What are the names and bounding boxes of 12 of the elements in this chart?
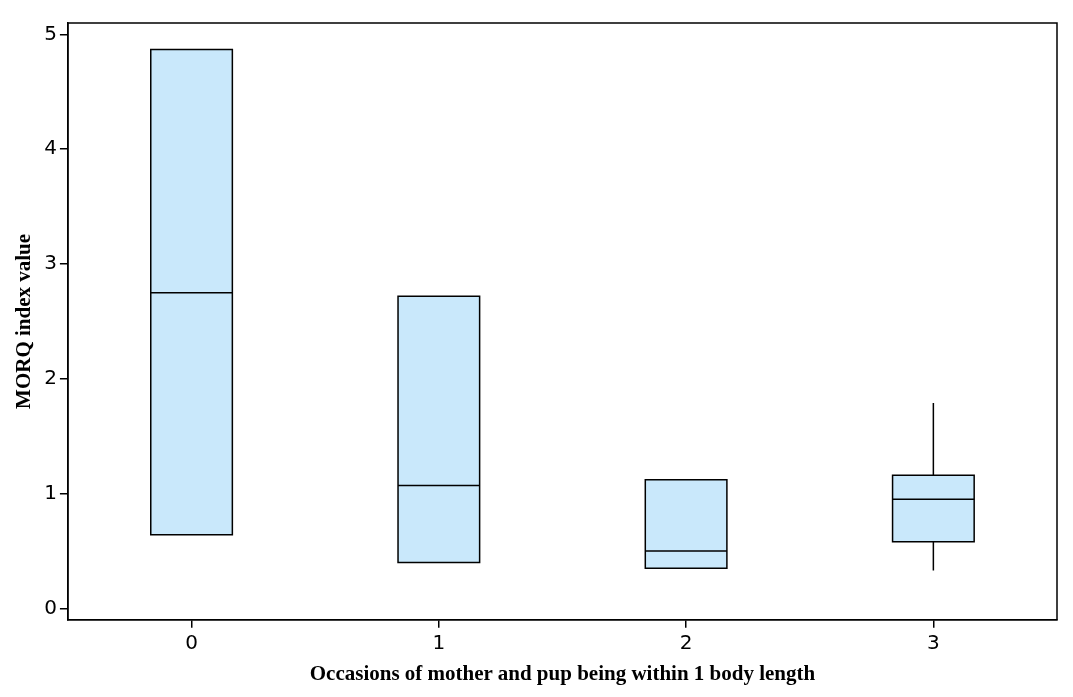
y-tick-label: 0 [44, 594, 57, 619]
x-tick-label: 0 [185, 630, 198, 654]
x-tick-label: 2 [679, 630, 693, 654]
y-tick-label: 4 [44, 135, 57, 160]
y-tick-label: 3 [44, 250, 57, 275]
x-tick-label: 1 [432, 630, 446, 654]
y-axis-title: MORQ index value [11, 233, 36, 409]
x-tick-label: 3 [927, 630, 940, 654]
y-tick-label: 2 [44, 364, 57, 389]
y-tick-label: 5 [44, 20, 57, 45]
x-axis-title: Occasions of mother and pup being within 1 body length [309, 660, 816, 685]
y-tick-label: 1 [44, 479, 57, 504]
